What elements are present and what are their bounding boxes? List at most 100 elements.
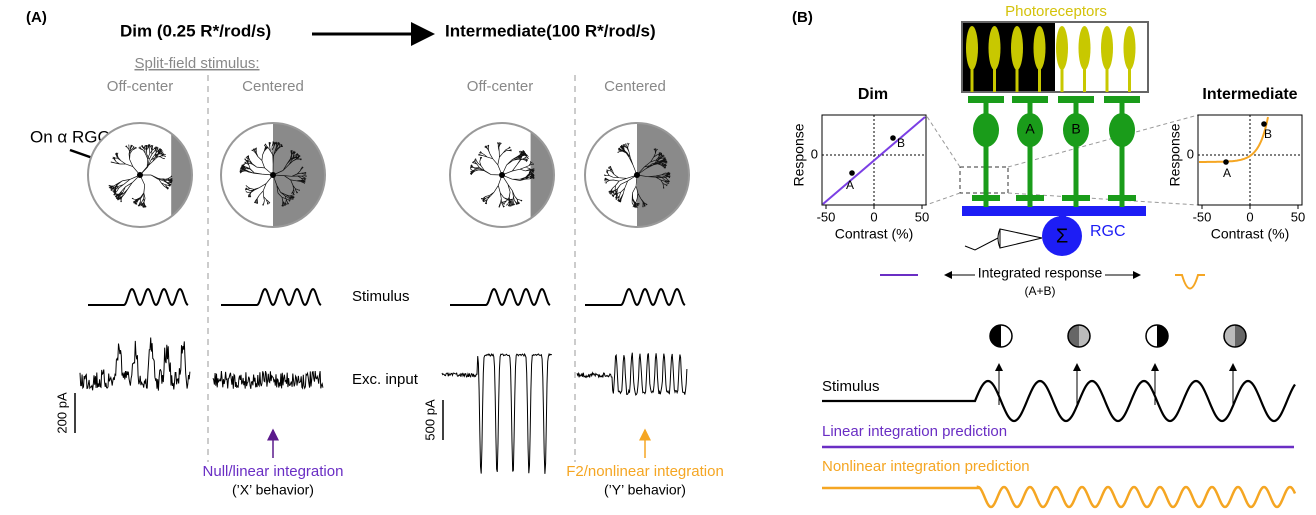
photoreceptor-stalk — [1016, 68, 1019, 92]
panel-label: (B) — [792, 9, 813, 26]
stimulus-trace — [221, 289, 321, 305]
bipolar-terminal — [1108, 195, 1136, 201]
bipolar-dendrite — [1058, 96, 1094, 103]
outcome-title: Null/linear integration — [203, 463, 344, 480]
panel-label: (A) — [26, 9, 47, 26]
bipolar-terminal — [1062, 195, 1090, 201]
point — [1261, 121, 1267, 127]
column-label: Centered — [242, 78, 304, 95]
stimulus-trace — [585, 289, 685, 305]
point-label: A — [1223, 166, 1231, 180]
x-tick-label: 50 — [915, 209, 929, 224]
photoreceptor-stalk — [971, 68, 974, 92]
bipolar-label: A — [1025, 121, 1035, 137]
point-label: B — [897, 136, 905, 150]
soma — [270, 172, 276, 178]
scale-bar-label: 200 pA — [54, 392, 69, 434]
icon-half — [1079, 325, 1090, 347]
photoreceptors-label: Photoreceptors — [1005, 3, 1107, 20]
x-axis-label: Contrast (%) — [835, 226, 914, 242]
icon-half — [1001, 325, 1012, 347]
trace-label: Stimulus — [822, 378, 880, 395]
soma — [634, 172, 640, 178]
photoreceptor — [1034, 26, 1046, 70]
soma — [137, 172, 143, 178]
soma — [499, 172, 505, 178]
photoreceptor-stalk — [1061, 68, 1064, 92]
photoreceptor — [1101, 26, 1113, 70]
icon-half — [1157, 325, 1168, 347]
x-tick-label: 0 — [1246, 209, 1253, 224]
nonlinear-prediction — [822, 487, 1295, 507]
response-curve — [1199, 117, 1268, 162]
excitatory-trace — [442, 354, 552, 474]
y-tick-label: 0 — [811, 146, 818, 161]
outcome-behavior: (’X’ behavior) — [232, 482, 314, 498]
point — [849, 170, 855, 176]
excitatory-trace — [80, 337, 190, 390]
integrated-label: Integrated response — [978, 265, 1103, 281]
photoreceptor — [1011, 26, 1023, 70]
row-label: Exc. input — [352, 371, 419, 388]
y-tick-label: 0 — [1187, 146, 1194, 161]
response-curve — [823, 117, 925, 204]
point — [890, 135, 896, 141]
plot-title: Intermediate — [1202, 86, 1297, 103]
icon-half — [1146, 325, 1157, 347]
bipolar-soma — [973, 113, 999, 147]
trace-label: Nonlinear integration prediction — [822, 458, 1030, 475]
integrated-sub: (A+B) — [1024, 284, 1055, 298]
bipolar-dendrite — [1104, 96, 1140, 103]
plot-title: Dim — [858, 86, 888, 103]
split-field-label: Split-field stimulus: — [134, 55, 259, 72]
row-label: Stimulus — [352, 288, 410, 305]
point — [1223, 159, 1229, 165]
bipolar-dendrite — [1012, 96, 1048, 103]
x-tick-label: -50 — [1193, 209, 1212, 224]
scale-bar-label: 500 pA — [422, 399, 437, 441]
electrode — [965, 229, 1042, 250]
y-axis-label: Response — [1167, 123, 1183, 186]
photoreceptor — [1056, 26, 1068, 70]
outcome-behavior: (’Y’ behavior) — [604, 482, 686, 498]
column-label: Centered — [604, 78, 666, 95]
stimulus-trace — [822, 381, 1295, 421]
intermediate-title: Intermediate(100 R*/rod/s) — [445, 21, 656, 40]
icon-half — [1224, 325, 1235, 347]
excitatory-trace — [577, 353, 687, 395]
photoreceptor — [1079, 26, 1091, 70]
point-label: B — [1264, 127, 1272, 141]
nonlinear-response — [1175, 275, 1205, 289]
photoreceptor — [1124, 26, 1136, 70]
icon-half — [990, 325, 1001, 347]
stimulus-trace — [88, 289, 188, 305]
y-axis-label: Response — [791, 123, 807, 186]
icon-half — [1235, 325, 1246, 347]
rgc-dendrite — [962, 206, 1146, 216]
rgc-label: RGC — [1090, 223, 1126, 240]
icon-half — [1068, 325, 1079, 347]
photoreceptor — [966, 26, 978, 70]
photoreceptor-stalk — [1083, 68, 1086, 92]
photoreceptor-stalk — [1038, 68, 1041, 92]
point-label: A — [846, 178, 854, 192]
excitatory-trace — [213, 371, 323, 389]
column-label: Off-center — [107, 78, 173, 95]
x-tick-label: 50 — [1291, 209, 1305, 224]
bipolar-label: B — [1071, 121, 1080, 137]
bipolar-terminal — [972, 195, 1000, 201]
zoom-lines — [926, 115, 1198, 205]
x-axis-label: Contrast (%) — [1211, 226, 1290, 242]
stimulus-trace — [450, 289, 550, 305]
photoreceptor-stalk — [1106, 68, 1109, 92]
photoreceptor-stalk — [993, 68, 996, 92]
column-label: Off-center — [467, 78, 533, 95]
trace-label: Linear integration prediction — [822, 423, 1007, 440]
dim-title: Dim (0.25 R*/rod/s) — [120, 21, 271, 40]
bipolar-dendrite — [968, 96, 1004, 103]
sum-symbol: Σ — [1056, 225, 1068, 247]
x-tick-label: -50 — [817, 209, 836, 224]
outcome-title: F2/nonlinear integration — [566, 463, 724, 480]
x-tick-label: 0 — [870, 209, 877, 224]
photoreceptor-stalk — [1128, 68, 1131, 92]
